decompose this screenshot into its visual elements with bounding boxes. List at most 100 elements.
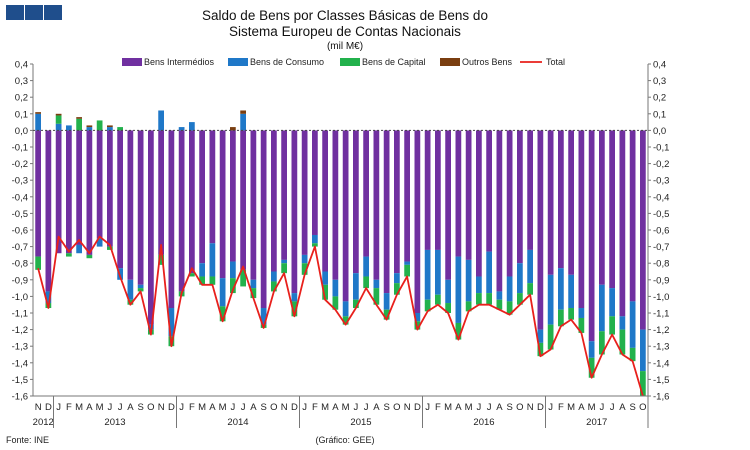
bar-inter xyxy=(271,130,277,272)
bar-cap xyxy=(86,254,93,259)
x-tick-label: M xyxy=(96,402,104,413)
bar-inter xyxy=(281,130,287,260)
bar-cap xyxy=(394,283,400,295)
bar-cons xyxy=(599,284,605,332)
bar-cap xyxy=(640,371,646,396)
bar-cons xyxy=(527,249,533,284)
x-tick-label: A xyxy=(373,402,380,413)
bar-cons xyxy=(230,261,236,279)
y-tick-label-left: -0,2 xyxy=(12,159,28,170)
x-tick-label: N xyxy=(158,402,165,413)
bar-cap xyxy=(619,329,626,355)
bar-inter xyxy=(537,130,544,330)
x-tick-label: N xyxy=(281,402,288,413)
x-tick-label: A xyxy=(332,402,339,413)
bar-inter xyxy=(424,130,431,250)
year-label: 2016 xyxy=(473,417,494,428)
legend-label-cap: Bens de Capital xyxy=(362,57,426,67)
x-tick-label: O xyxy=(516,402,523,413)
bar-inter xyxy=(404,130,410,262)
bar-cons xyxy=(506,276,513,302)
bar-outros xyxy=(86,125,93,128)
bar-inter xyxy=(148,130,154,325)
x-tick-label: F xyxy=(435,402,441,413)
bar-inter xyxy=(35,130,41,257)
y-tick-label-left: -1,2 xyxy=(12,325,28,336)
bar-cons xyxy=(629,301,636,348)
chart-title-line2: Sistema Europeu de Contas Nacionais xyxy=(229,24,461,39)
x-tick-label: J xyxy=(600,402,605,413)
y-tick-label-left: -0,9 xyxy=(12,275,28,286)
legend-swatch-inter xyxy=(122,58,142,66)
bar-inter xyxy=(55,130,62,254)
x-tick-label: S xyxy=(137,402,143,413)
x-tick-label: F xyxy=(189,402,195,413)
bar-inter xyxy=(117,130,123,269)
x-tick-label: A xyxy=(619,402,626,413)
year-label: 2012 xyxy=(33,417,54,428)
bar-cap xyxy=(107,246,113,250)
bar-cap xyxy=(281,263,287,274)
bar-cap xyxy=(96,120,103,131)
bar-cons xyxy=(619,316,626,330)
source-text: Fonte: INE xyxy=(6,435,49,445)
y-tick-label-right: -0,7 xyxy=(653,242,669,253)
bar-inter xyxy=(588,130,595,342)
bar-cap xyxy=(455,322,462,340)
bar-cons xyxy=(445,279,451,304)
bar-cap xyxy=(66,253,72,257)
bar-cons xyxy=(342,301,349,317)
bar-cap xyxy=(517,293,523,305)
x-tick-label: A xyxy=(455,402,462,413)
y-tick-label-right: -1,3 xyxy=(653,342,669,353)
bar-cap xyxy=(35,256,41,270)
x-tick-label: A xyxy=(250,402,257,413)
bar-cons xyxy=(301,254,308,264)
bar-cap xyxy=(301,263,308,275)
bar-cons xyxy=(383,293,390,310)
y-tick-label-left: -1,6 xyxy=(12,392,28,403)
bar-cap xyxy=(158,254,164,265)
y-tick-label-right: -0,9 xyxy=(653,275,669,286)
bar-inter xyxy=(640,130,646,330)
legend-label-outros: Outros Bens xyxy=(462,57,513,67)
bar-inter xyxy=(178,130,185,292)
x-tick-label: F xyxy=(558,402,564,413)
bar-cons xyxy=(45,291,52,304)
x-tick-label: F xyxy=(312,402,318,413)
bar-cap xyxy=(537,342,544,357)
y-tick-label-left: -1,5 xyxy=(12,375,28,386)
x-tick-label: S xyxy=(260,402,266,413)
legend-swatch-cons xyxy=(228,58,248,66)
bar-cons xyxy=(281,259,287,264)
bar-cap xyxy=(558,309,564,327)
y-tick-label-left: 0,2 xyxy=(15,93,28,104)
y-tick-label-right: 0,4 xyxy=(653,60,666,71)
y-tick-label-left: 0,3 xyxy=(15,76,28,87)
bar-cons xyxy=(424,249,431,300)
bar-cap xyxy=(496,299,503,310)
y-tick-label-left: 0,0 xyxy=(15,126,28,137)
bar-outros xyxy=(55,113,62,116)
bar-inter xyxy=(76,130,82,245)
bar-outros xyxy=(107,125,113,128)
x-tick-label: F xyxy=(66,402,72,413)
bar-cap xyxy=(486,293,492,305)
bar-inter xyxy=(455,130,462,257)
x-tick-label: J xyxy=(364,402,369,413)
bar-cons xyxy=(332,279,339,297)
y-tick-label-right: -0,1 xyxy=(653,143,669,154)
y-tick-label-left: -0,3 xyxy=(12,176,28,187)
year-label: 2017 xyxy=(586,417,607,428)
chart-unit: (mil M€) xyxy=(327,41,363,52)
year-label: 2013 xyxy=(104,417,125,428)
y-tick-label-right: 0,2 xyxy=(653,93,666,104)
bar-cap xyxy=(209,276,216,285)
legend: Bens Intermédios Bens de Consumo Bens de C… xyxy=(122,57,565,67)
bar-inter xyxy=(86,130,93,255)
bar-inter xyxy=(578,130,585,309)
bar-inter xyxy=(342,130,349,302)
x-tick-label: J xyxy=(548,402,553,413)
x-tick-label: J xyxy=(231,402,236,413)
